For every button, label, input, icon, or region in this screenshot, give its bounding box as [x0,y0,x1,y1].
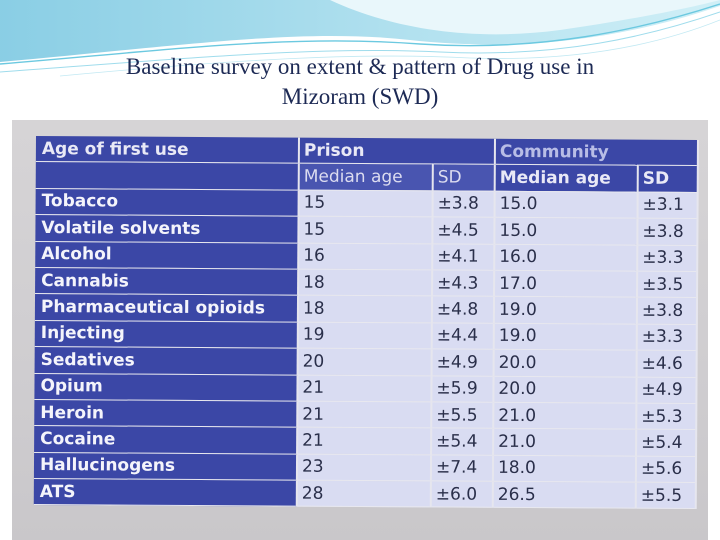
prison-median-cell: 15 [298,189,433,218]
header-community-median-age: Median age [494,164,638,192]
table-row: Alcohol 16 ±4.1 16.0 ±3.3 [35,241,698,272]
community-median-cell: 20.0 [493,375,637,404]
drug-name-cell: Volatile solvents [35,214,299,243]
community-median-cell: 20.0 [493,349,637,377]
prison-sd-cell: ±4.5 [432,217,495,244]
header-community: Community [494,138,698,166]
prison-median-cell: 20 [297,348,432,376]
table-header-row-1: Age of first use Prison Community [35,136,698,166]
prison-median-cell: 21 [297,401,432,429]
community-sd-cell: ±3.5 [637,271,698,298]
slide-title-line-1: Baseline survey on extent & pattern of D… [125,54,595,79]
prison-median-cell: 21 [297,427,432,455]
community-sd-cell: ±5.6 [635,455,697,483]
community-median-cell: 19.0 [493,323,637,351]
prison-sd-cell: ±4.4 [431,322,494,350]
community-sd-cell: ±4.9 [636,376,697,404]
drug-name-cell: Alcohol [35,241,299,270]
drug-name-cell: Cocaine [34,425,298,454]
slide-title: Baseline survey on extent & pattern of D… [30,52,690,112]
table-header-row-2: Median age SD Median age SD [35,161,698,193]
header-community-sd: SD [637,165,698,193]
community-median-cell: 26.5 [492,481,636,509]
header-prison-sd: SD [432,164,495,192]
community-median-cell: 17.0 [494,270,638,298]
table-row: Heroin 21 ±5.5 21.0 ±5.3 [34,399,697,430]
prison-median-cell: 21 [297,374,432,402]
prison-sd-cell: ±5.5 [431,401,494,429]
prison-sd-cell: ±3.8 [432,190,495,218]
community-median-cell: 21.0 [493,402,637,430]
table-row: Cannabis 18 ±4.3 17.0 ±3.5 [35,267,698,298]
table-row: Sedatives 20 ±4.9 20.0 ±4.6 [34,346,697,378]
community-sd-cell: ±3.1 [637,191,698,219]
drug-name-cell: Tobacco [35,188,299,217]
community-sd-cell: ±4.6 [636,350,697,378]
header-blank-cell [35,161,299,190]
prison-sd-cell: ±4.8 [431,296,495,324]
age-of-first-use-table: Age of first use Prison Community Median… [33,136,699,510]
prison-median-cell: 18 [298,269,433,297]
header-age-of-first-use: Age of first use [35,136,299,164]
community-median-cell: 16.0 [494,243,638,272]
drug-name-cell: Pharmaceutical opioids [34,293,299,322]
drug-name-cell: ATS [33,478,297,507]
prison-median-cell: 23 [296,453,432,481]
table-row: ATS 28 ±6.0 26.5 ±5.5 [33,478,696,510]
drug-name-cell: Heroin [34,399,298,428]
table-row: Pharmaceutical opioids 18 ±4.8 19.0 ±3.8 [34,293,698,325]
community-sd-cell: ±3.3 [636,323,697,351]
prison-median-cell: 16 [298,242,433,270]
table-row: Cocaine 21 ±5.4 21.0 ±5.4 [34,425,697,457]
community-sd-cell: ±3.8 [637,218,698,246]
drug-name-cell: Cannabis [35,267,299,296]
community-median-cell: 15.0 [494,217,638,245]
drug-name-cell: Sedatives [34,346,298,375]
table-row: Injecting 19 ±4.4 19.0 ±3.3 [34,320,697,351]
decorative-wave-banner [0,0,720,77]
community-sd-cell: ±5.4 [636,429,697,457]
community-median-cell: 21.0 [493,428,637,456]
table-row: Volatile solvents 15 ±4.5 15.0 ±3.8 [35,214,698,246]
prison-sd-cell: ±4.3 [432,269,495,297]
prison-sd-cell: ±7.4 [430,454,494,482]
header-prison: Prison [298,137,495,165]
community-sd-cell: ±5.5 [635,482,696,510]
table-row: Tobacco 15 ±3.8 15.0 ±3.1 [35,188,698,219]
community-sd-cell: ±3.3 [637,244,698,272]
community-median-cell: 15.0 [494,191,638,219]
prison-sd-cell: ±5.4 [431,428,494,455]
community-median-cell: 18.0 [492,454,637,483]
slide-title-line-2: Mizoram (SWD) [281,84,439,109]
prison-median-cell: 15 [298,216,433,244]
drug-name-cell: Hallucinogens [33,452,298,481]
prison-median-cell: 18 [297,295,433,323]
prison-median-cell: 19 [297,321,432,350]
table-photo: Age of first use Prison Community Median… [12,120,708,540]
drug-name-cell: Opium [34,373,298,402]
community-sd-cell: ±5.3 [636,403,697,430]
prison-sd-cell: ±5.9 [431,375,494,403]
prison-sd-cell: ±4.1 [432,243,495,271]
header-prison-median-age: Median age [298,163,433,191]
table-container: Age of first use Prison Community Median… [33,136,699,510]
prison-median-cell: 28 [296,480,431,508]
community-median-cell: 19.0 [493,296,638,324]
prison-sd-cell: ±4.9 [431,349,494,376]
table-row: Hallucinogens 23 ±7.4 18.0 ±5.6 [33,452,697,483]
community-sd-cell: ±3.8 [636,297,698,325]
prison-sd-cell: ±6.0 [430,480,493,508]
table-row: Opium 21 ±5.9 20.0 ±4.9 [34,373,697,404]
drug-name-cell: Injecting [34,320,298,349]
